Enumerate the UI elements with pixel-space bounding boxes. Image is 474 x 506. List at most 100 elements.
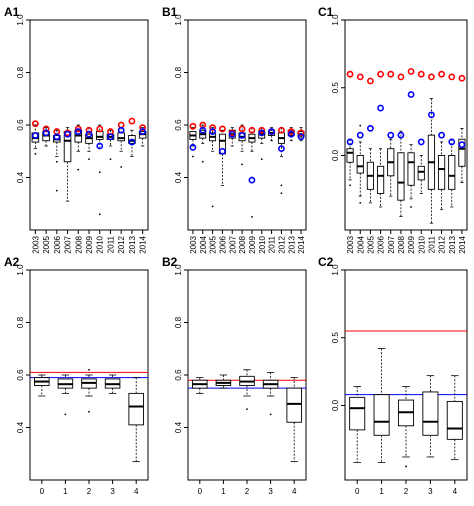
x-tick-label-c1: 2006	[377, 235, 386, 253]
box-body	[397, 152, 405, 201]
blue-point-b1	[297, 133, 305, 141]
x-tick-label-b2: 4	[292, 487, 297, 496]
red-point-c1	[367, 77, 374, 85]
x-tick-label-b1: 2014	[297, 235, 306, 253]
x-tick-label-b1: 2009	[248, 235, 257, 253]
x-tick-label-c2: 0	[355, 487, 360, 496]
box-body	[356, 155, 364, 174]
y-tick-label-a2: 1.0	[16, 264, 25, 276]
panel-label-a1: A1	[4, 5, 20, 19]
box-b2-1	[215, 374, 232, 389]
outlier-point	[211, 205, 214, 208]
panel-c2: C2	[318, 255, 334, 269]
plot-c2: 0.0 0.5 1.0 0 1 2 3 4	[331, 264, 468, 496]
blue-point-a1	[42, 129, 50, 137]
x-tick-label-a1: 2008	[74, 235, 83, 253]
x-tick-label-a2: 2	[87, 487, 92, 496]
red-point-b1	[189, 122, 197, 130]
plot-a2: 0.4 0.6 0.8 1.0 0 1 2 3 4	[16, 264, 149, 496]
y-tick-label-a2: 0.6	[16, 369, 25, 381]
outlier-point	[88, 410, 90, 413]
y-tick-label-a1: 1.0	[16, 14, 25, 26]
blue-point-b1	[228, 130, 236, 138]
box-body	[417, 165, 425, 181]
red-point-a1	[42, 125, 50, 133]
red-point-c1	[428, 73, 435, 81]
x-tick-label-a1: 2013	[128, 235, 137, 253]
x-tick-label-c1: 2008	[397, 235, 406, 253]
blue-point-b1	[209, 128, 216, 135]
y-tick-label-c1: 1.0	[331, 14, 340, 26]
blue-point-c1	[458, 141, 466, 149]
y-tick-label-b2: 0.6	[174, 369, 183, 381]
outlier-point	[251, 215, 253, 218]
blue-point-a1	[85, 130, 93, 138]
x-tick-label-c2: 1	[379, 487, 384, 496]
panel-label-a2: A2	[4, 255, 20, 269]
box-body	[128, 392, 144, 426]
box-b2-0	[192, 377, 208, 394]
y-tick-label-c2: 1.0	[331, 264, 340, 276]
box-b1-2004	[199, 124, 207, 163]
x-tick-label-b1: 2010	[258, 235, 267, 253]
blue-point-c1	[367, 124, 374, 132]
box-a2-1	[57, 374, 74, 416]
box-c1-2014	[458, 127, 466, 183]
y-tick-label-b1: 0.4	[174, 171, 183, 183]
red-point-b1	[219, 125, 226, 133]
red-point-a1	[85, 126, 93, 134]
box-c2-0	[349, 386, 366, 463]
plot-b1: 0.4 0.6 0.8 1.0 2003 2004 2005 2006 2007 2008 2009…	[174, 14, 307, 254]
outlier-point	[64, 413, 67, 416]
y-tick-label-b2: 0.4	[174, 421, 183, 433]
outlier-point	[34, 152, 37, 155]
outlier-point	[241, 163, 243, 166]
blue-point-c1	[356, 131, 364, 139]
x-tick-label-a2: 3	[110, 487, 115, 496]
blue-point-b1	[238, 132, 246, 139]
outlier-point	[55, 160, 58, 163]
x-tick-label-a1: 2014	[139, 235, 148, 253]
panel-label-c1: C1	[318, 5, 334, 19]
red-point-a1	[74, 125, 82, 133]
box-a2-3	[104, 374, 121, 394]
outlier-point	[405, 465, 407, 468]
x-tick-label-b1: 2008	[238, 235, 247, 253]
box-body	[448, 155, 456, 190]
box-a2-2	[81, 368, 97, 413]
box-c1-2004	[356, 124, 364, 204]
box-body	[376, 165, 385, 194]
y-tick-label-c1: 0.5	[331, 82, 340, 94]
blue-point-c1	[397, 131, 405, 139]
blue-point-b1	[219, 147, 226, 155]
x-tick-label-a1: 2009	[85, 235, 94, 253]
y-tick-label-c1: 0.0	[331, 149, 340, 161]
red-point-c1	[377, 70, 384, 78]
plot-b2: 0.4 0.6 0.8 1.0 0 1 2 3 4	[174, 264, 307, 496]
blue-point-b1	[268, 128, 275, 135]
x-tick-label-b2: 0	[198, 487, 203, 496]
x-tick-label-a2: 4	[134, 487, 139, 496]
panel-c1: C1	[318, 5, 334, 19]
box-c2-3	[422, 375, 439, 458]
outlier-point	[109, 158, 112, 161]
y-tick-label-b1: 0.6	[174, 119, 183, 131]
x-tick-label-a1: 2005	[42, 235, 51, 253]
box-c1-2013	[448, 138, 456, 208]
x-tick-label-a1: 2003	[31, 235, 40, 253]
outlier-point	[98, 213, 101, 216]
box-c1-2009	[407, 144, 415, 208]
box-a2-0	[34, 374, 50, 397]
outlier-point	[192, 155, 194, 158]
x-tick-label-c1: 2007	[387, 235, 396, 253]
x-tick-label-b1: 2003	[189, 235, 198, 253]
box-b2-4	[286, 377, 302, 463]
x-tick-label-c1: 2010	[417, 235, 426, 253]
blue-point-c1	[428, 111, 435, 119]
x-tick-label-c1: 2003	[346, 235, 355, 253]
blue-point-a1	[74, 128, 82, 135]
outlier-point	[88, 368, 90, 371]
